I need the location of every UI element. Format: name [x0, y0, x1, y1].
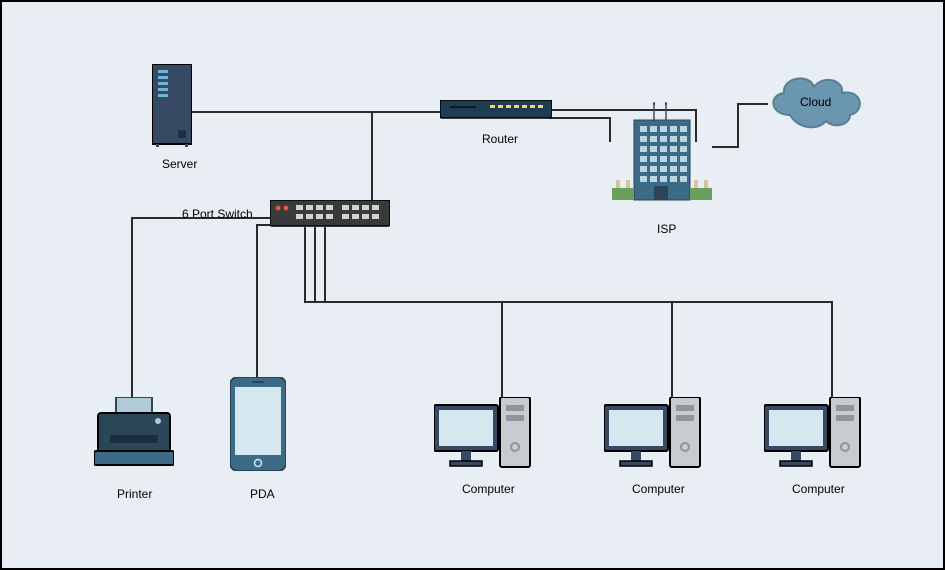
server-label: Server	[162, 157, 197, 171]
router-label: Router	[482, 132, 518, 146]
computer2-label: Computer	[632, 482, 685, 496]
computer3-label: Computer	[792, 482, 845, 496]
pda-label: PDA	[250, 487, 275, 501]
computer3-icon	[764, 397, 868, 478]
computer1-icon	[434, 397, 538, 478]
printer-icon	[94, 397, 174, 476]
computer1-label: Computer	[462, 482, 515, 496]
router-icon	[440, 100, 552, 127]
switch-label: 6 Port Switch	[182, 207, 253, 221]
isp-icon	[608, 102, 718, 219]
isp-label: ISP	[657, 222, 676, 236]
computer2-icon	[604, 397, 708, 478]
server-icon	[152, 64, 192, 154]
pda-icon	[230, 377, 286, 476]
network-diagram: Server Router	[0, 0, 945, 570]
switch-icon	[270, 200, 390, 235]
cloud-label: Cloud	[800, 95, 831, 109]
printer-label: Printer	[117, 487, 152, 501]
